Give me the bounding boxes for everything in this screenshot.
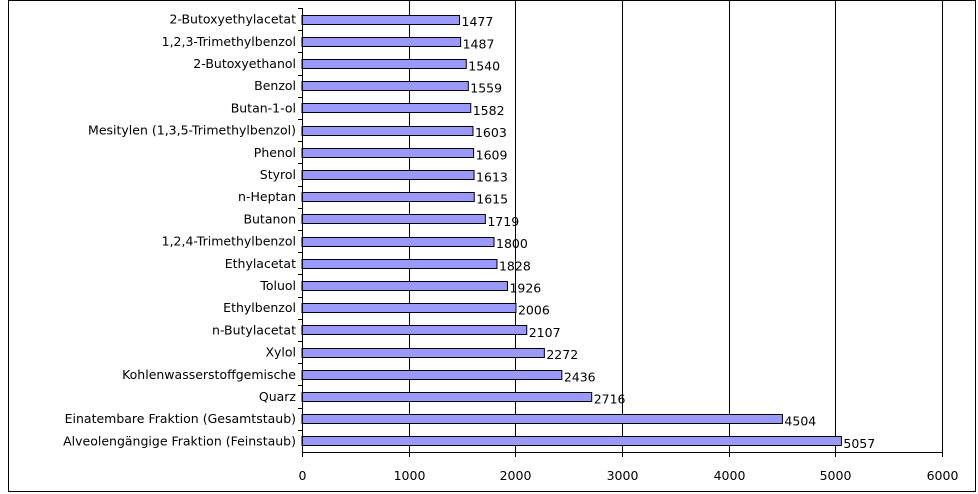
value-label-6: 1609 — [476, 147, 508, 162]
x-tick-label-4000: 4000 — [714, 468, 746, 483]
bar-14 — [301, 325, 528, 335]
bar-15 — [301, 348, 545, 358]
value-label-8: 1615 — [476, 192, 508, 207]
value-label-11: 1828 — [499, 258, 531, 273]
bar-6 — [301, 148, 475, 158]
bar-19 — [301, 436, 842, 446]
category-label-17: Quarz — [259, 389, 297, 404]
value-label-15: 2272 — [546, 347, 578, 362]
value-label-17: 2716 — [594, 392, 626, 407]
category-label-4: Butan-1-ol — [231, 100, 296, 115]
value-label-12: 1926 — [509, 281, 541, 296]
value-label-16: 2436 — [564, 369, 596, 384]
category-label-1: 1,2,3-Trimethylbenzol — [162, 34, 296, 49]
x-tick-label-3000: 3000 — [607, 468, 639, 483]
bar-2 — [301, 59, 467, 69]
bar-16 — [301, 370, 563, 380]
value-label-18: 4504 — [784, 414, 816, 429]
category-label-6: Phenol — [254, 145, 296, 160]
bar-10 — [301, 237, 495, 247]
category-label-12: Toluol — [259, 278, 296, 293]
category-label-19: Alveolengängige Fraktion (Feinstaub) — [63, 433, 296, 448]
bar-4 — [301, 103, 472, 113]
x-tick-label-0: 0 — [299, 468, 307, 483]
value-label-3: 1559 — [470, 81, 502, 96]
x-tick-label-1000: 1000 — [394, 468, 426, 483]
value-label-19: 5057 — [843, 436, 875, 451]
category-label-5: Mesitylen (1,3,5-Trimethylbenzol) — [88, 123, 296, 138]
value-label-7: 1613 — [476, 170, 508, 185]
x-tick-label-2000: 2000 — [500, 468, 532, 483]
bar-3 — [301, 81, 469, 91]
value-label-10: 1800 — [496, 236, 528, 251]
bar-8 — [301, 192, 475, 202]
bar-13 — [301, 303, 517, 313]
category-label-0: 2-Butoxyethylacetat — [169, 12, 296, 27]
value-label-0: 1477 — [462, 14, 494, 29]
value-label-2: 1540 — [468, 59, 500, 74]
value-label-13: 2006 — [518, 303, 550, 318]
bar-0 — [301, 15, 461, 25]
bar-7 — [301, 170, 475, 180]
category-label-14: n-Butylacetat — [212, 322, 296, 337]
x-tick-label-5000: 5000 — [820, 468, 852, 483]
value-label-4: 1582 — [473, 103, 505, 118]
bar-17 — [301, 392, 593, 402]
category-label-7: Styrol — [260, 167, 296, 182]
category-label-16: Kohlenwasserstoffgemische — [122, 367, 296, 382]
value-label-14: 2107 — [529, 325, 561, 340]
category-label-8: n-Heptan — [238, 189, 296, 204]
value-label-5: 1603 — [475, 125, 507, 140]
category-label-9: Butanon — [243, 211, 296, 226]
category-label-3: Benzol — [254, 78, 296, 93]
x-tick-label-6000: 6000 — [927, 468, 959, 483]
bar-5 — [301, 126, 474, 136]
category-label-15: Xylol — [265, 345, 296, 360]
bar-11 — [301, 259, 498, 269]
bar-18 — [301, 414, 783, 424]
bar-1 — [301, 37, 462, 47]
bar-12 — [301, 281, 508, 291]
category-label-2: 2-Butoxyethanol — [193, 56, 296, 71]
category-label-18: Einatembare Fraktion (Gesamtstaub) — [65, 411, 296, 426]
value-label-9: 1719 — [487, 214, 519, 229]
value-label-1: 1487 — [463, 36, 495, 51]
category-label-11: Ethylacetat — [225, 256, 296, 271]
category-label-13: Ethylbenzol — [223, 300, 296, 315]
category-label-10: 1,2,4-Trimethylbenzol — [162, 234, 296, 249]
bar-9 — [301, 214, 486, 224]
